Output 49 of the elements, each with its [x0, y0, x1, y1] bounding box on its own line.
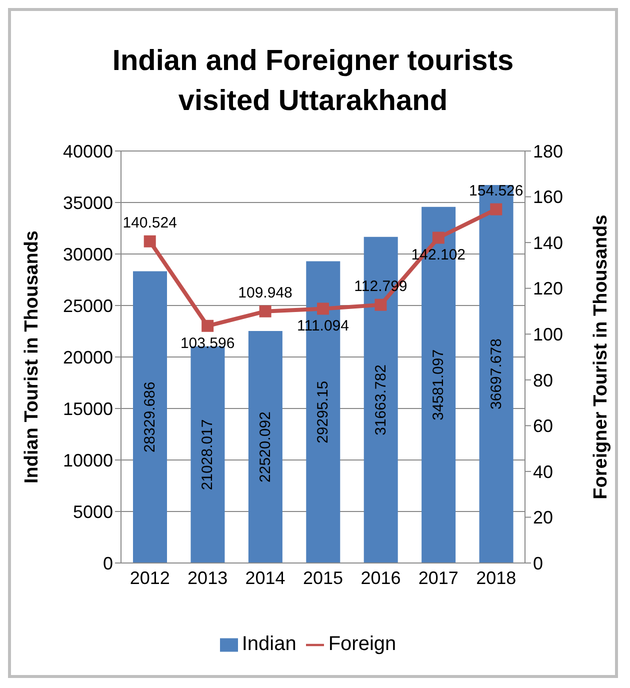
- legend-label: Indian: [242, 633, 296, 655]
- y-tick-label: 30000: [62, 244, 113, 264]
- data-label: 31663.782: [372, 364, 390, 436]
- data-label: 21028.017: [199, 419, 216, 490]
- point: [259, 305, 272, 318]
- x-tick-label: 2018: [476, 568, 516, 588]
- y2-tick-label: 80: [533, 370, 554, 390]
- x-tick-label: 2017: [418, 568, 458, 588]
- x-tick-label: 2012: [130, 568, 170, 588]
- data-label: 29295.15: [314, 380, 332, 444]
- y-tick-label: 5000: [72, 502, 113, 522]
- x-tick-label: 2014: [245, 568, 286, 588]
- y2-tick-label: 140: [533, 232, 564, 253]
- y2-tick-label: 160: [533, 187, 564, 208]
- data-label: 109.948: [238, 284, 292, 302]
- point: [432, 232, 444, 244]
- y2-tick-label: 20: [533, 508, 554, 528]
- data-label: 22520.092: [256, 412, 274, 482]
- y-tick-label: 40000: [62, 141, 113, 162]
- y2-tick-label: 60: [533, 416, 554, 436]
- point: [490, 203, 502, 216]
- x-tick-label: 2013: [188, 568, 228, 588]
- data-label: 36697.678: [488, 338, 505, 410]
- point: [374, 298, 387, 311]
- y-tick-label: 20000: [62, 347, 113, 368]
- y-tick-label: 35000: [62, 192, 113, 213]
- y-tick-label: 25000: [62, 296, 113, 316]
- y2-tick-label: 100: [533, 324, 564, 344]
- y-axis-title: Indian Tourist in Thousands: [22, 230, 43, 484]
- data-label: 28329.686: [142, 382, 158, 453]
- data-label: 140.524: [122, 214, 177, 232]
- bar: [133, 271, 167, 563]
- chart-title: Indian and Foreigner tourists visited Uttarakhand: [111, 44, 515, 119]
- y-tick-label: 10000: [62, 450, 113, 470]
- y2-tick-label: 40: [533, 462, 554, 482]
- y-tick-label: 15000: [62, 398, 113, 419]
- y2-tick-label: 120: [533, 278, 564, 299]
- point: [317, 302, 329, 315]
- y2-axis-title: Foreigner Tourist in Thousands: [590, 214, 612, 500]
- y-tick-label: 0: [102, 553, 113, 574]
- legend-label: Foreign: [328, 633, 396, 655]
- y2-tick-label: 0: [533, 553, 544, 574]
- point: [144, 235, 156, 248]
- bar: [248, 331, 282, 563]
- data-label: 34581.097: [430, 349, 448, 420]
- x-tick-label: 2015: [302, 568, 344, 588]
- point: [202, 320, 214, 332]
- y2-tick-label: 180: [533, 141, 564, 162]
- x-tick-label: 2016: [360, 568, 401, 588]
